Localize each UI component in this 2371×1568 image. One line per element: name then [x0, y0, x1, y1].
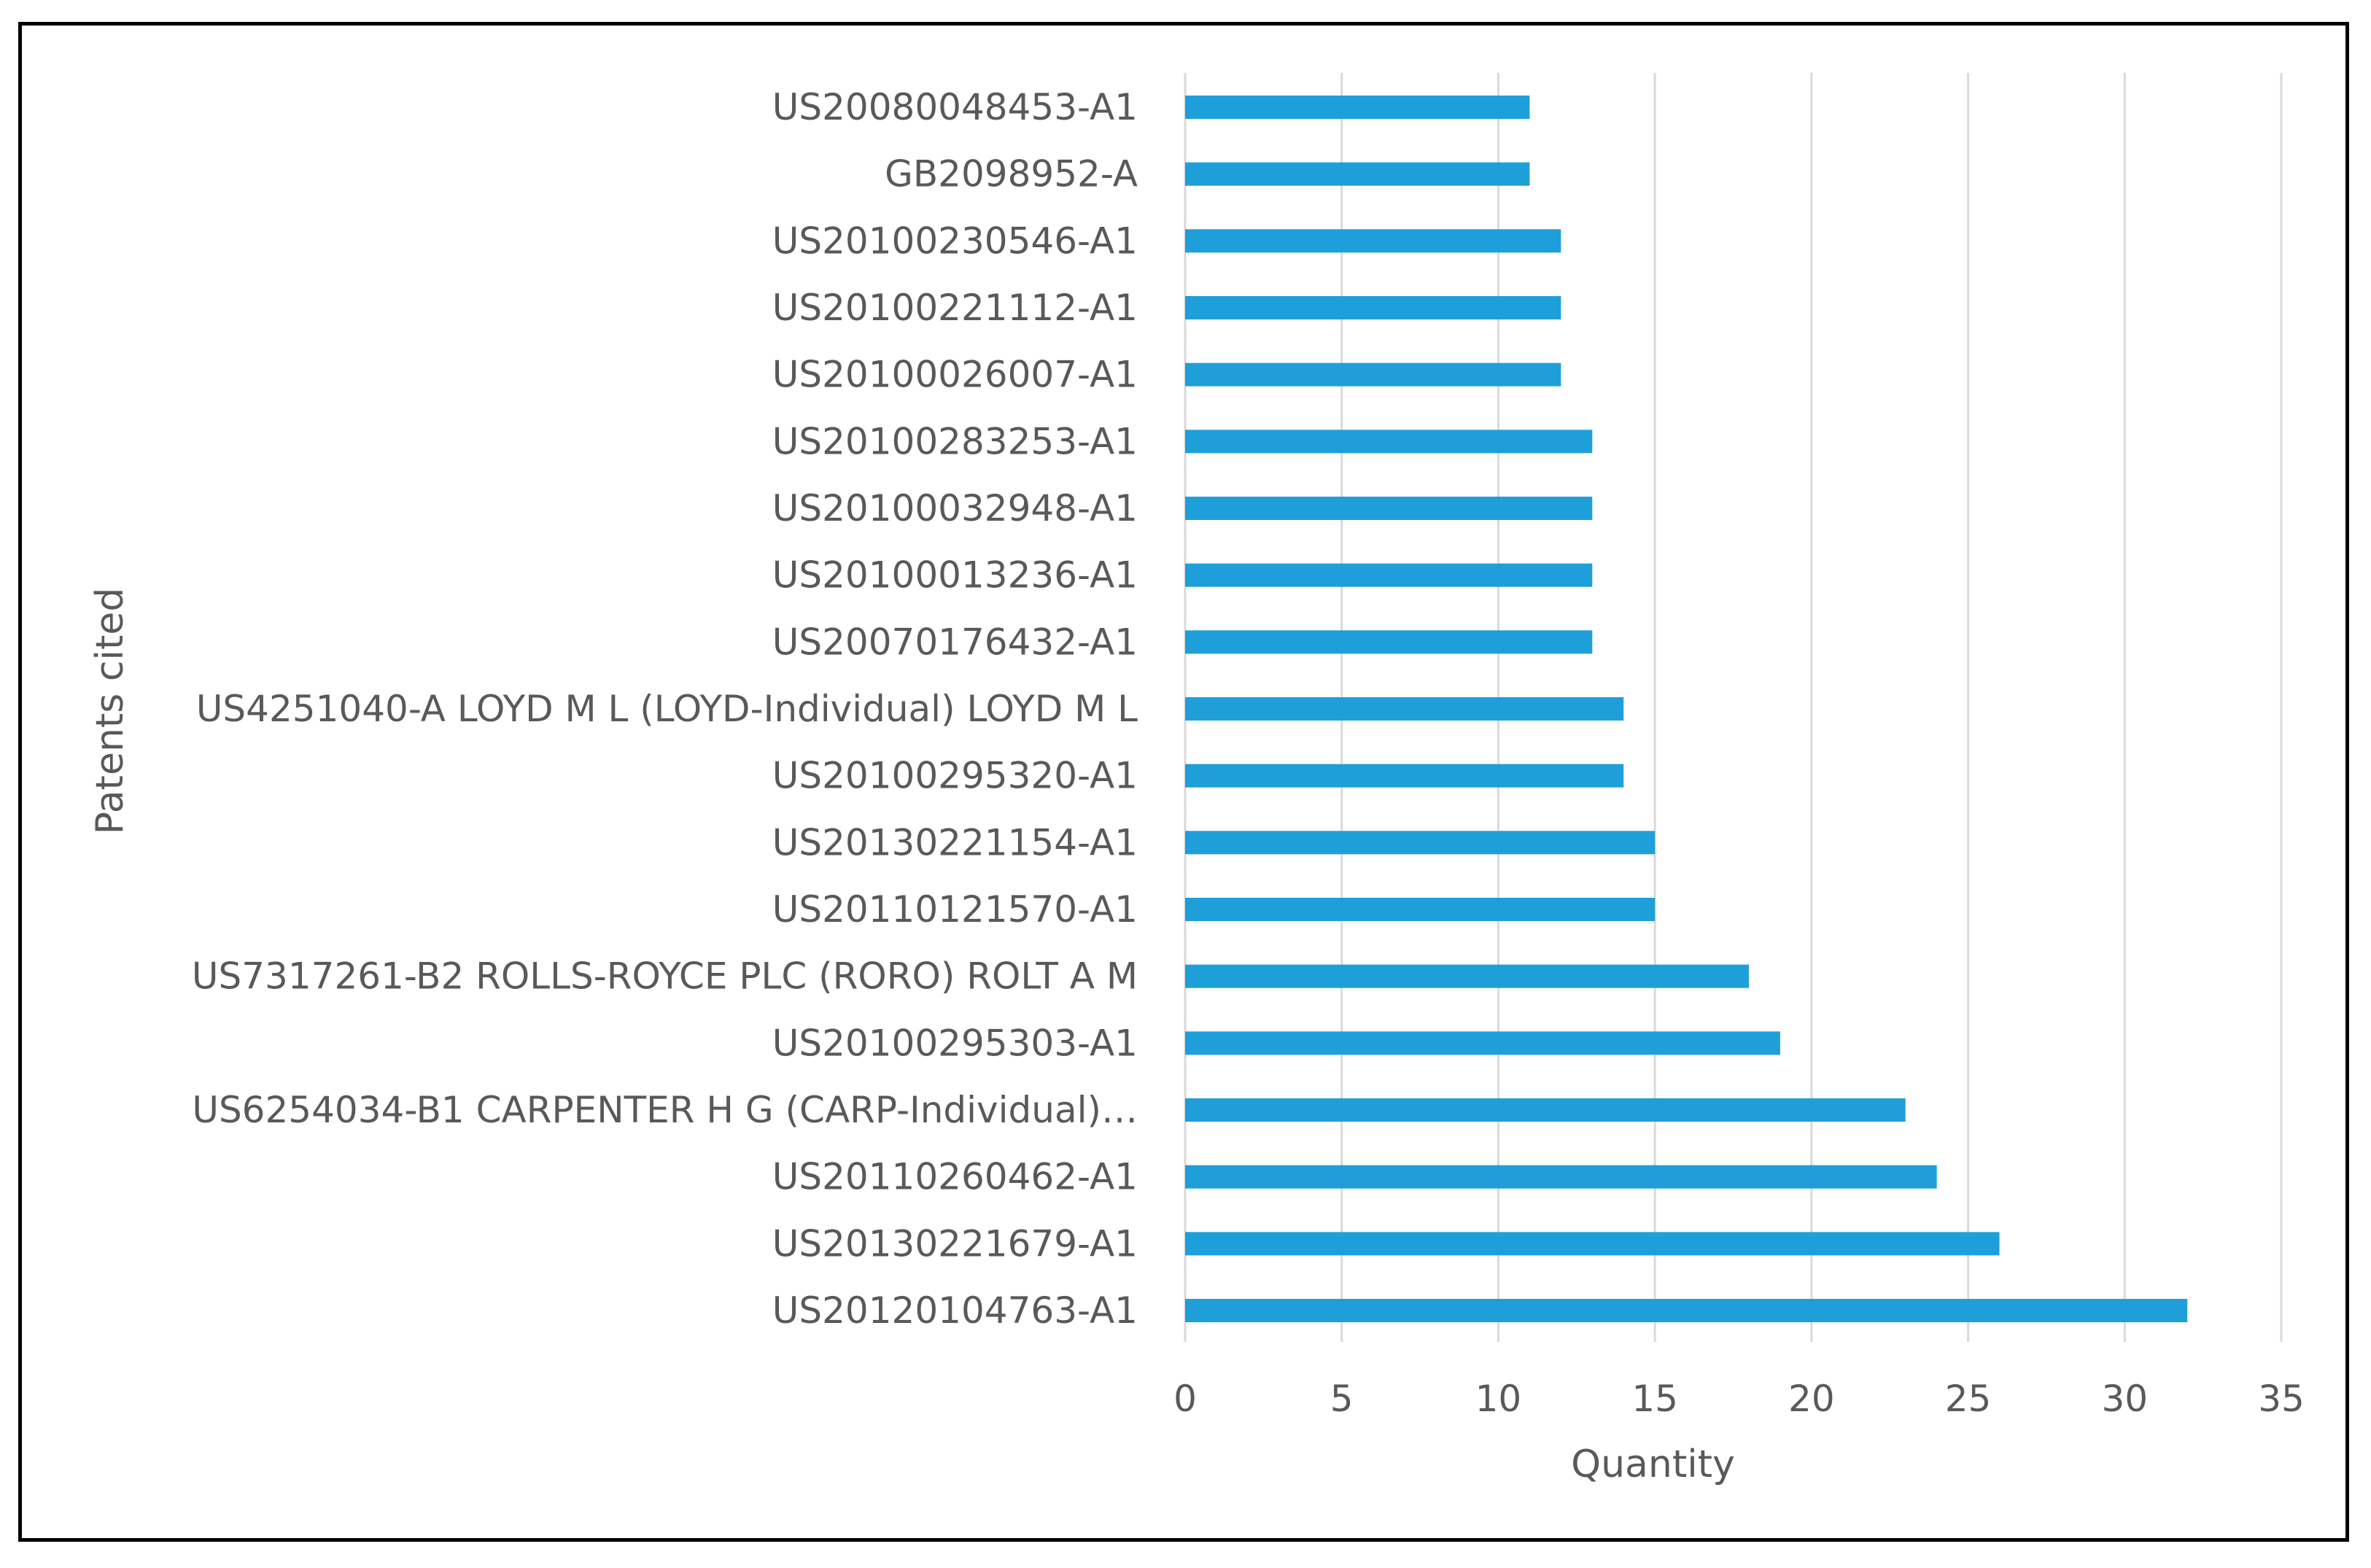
category-label: US20110260462-A1 [772, 1156, 1138, 1198]
category-label: US20130221679-A1 [772, 1222, 1138, 1265]
bar [1185, 430, 1593, 454]
bar [1185, 563, 1593, 587]
bar [1185, 162, 1530, 186]
category-label: US20130221154-A1 [772, 821, 1138, 863]
category-label: US4251040-A LOYD M L (LOYD-Individual) L… [196, 688, 1138, 730]
bar [1185, 1031, 1780, 1055]
x-tick-label: 15 [1631, 1378, 1678, 1420]
x-tick-label: 0 [1173, 1378, 1197, 1420]
bar [1185, 229, 1561, 253]
x-tick-label: 10 [1475, 1378, 1522, 1420]
category-label: US20110121570-A1 [772, 888, 1138, 931]
bar [1185, 96, 1530, 119]
bar [1185, 898, 1656, 921]
category-label: GB2098952-A [885, 153, 1138, 195]
x-tick-label: 5 [1330, 1378, 1354, 1420]
bar [1185, 1165, 1937, 1189]
bar [1185, 497, 1593, 520]
category-label: US20100026007-A1 [772, 354, 1138, 396]
bar [1185, 1098, 1906, 1122]
gridlines [1184, 73, 2283, 1342]
bar [1185, 362, 1561, 387]
y-axis-title: Patents cited [88, 588, 132, 835]
chart-frame [18, 22, 2349, 1542]
x-tick-label: 25 [1945, 1378, 1992, 1420]
category-label: US20100230546-A1 [772, 220, 1138, 262]
x-tick-label: 20 [1788, 1378, 1835, 1420]
category-label: US20100283253-A1 [772, 420, 1138, 462]
category-label: US20100295320-A1 [772, 755, 1138, 797]
category-label: US6254034-B1 CARPENTER H G (CARP-Individ… [192, 1089, 1138, 1131]
category-labels: US20080048453-A1 GB2098952-A US20100230546… [192, 86, 1138, 1332]
bar [1185, 831, 1656, 855]
category-label: US20100295303-A1 [772, 1022, 1138, 1064]
category-label: US20080048453-A1 [772, 86, 1138, 128]
category-label: US20100221112-A1 [772, 287, 1138, 329]
category-label: US7317261-B2 ROLLS-ROYCE PLC (RORO) ROLT… [192, 955, 1138, 998]
category-label: US20100013236-A1 [772, 554, 1138, 597]
bar [1185, 764, 1624, 788]
bar [1185, 630, 1593, 654]
bars [1185, 96, 2188, 1322]
bar [1185, 1299, 2188, 1322]
bar [1185, 1232, 2000, 1256]
x-axis-title: Quantity [1571, 1443, 1735, 1486]
bar [1185, 296, 1561, 319]
category-label: US20100032948-A1 [772, 487, 1138, 529]
x-tick-label: 35 [2258, 1378, 2305, 1420]
bar [1185, 964, 1749, 988]
x-tick-labels: 0 5 10 15 20 25 30 35 [1173, 1378, 2305, 1420]
x-tick-label: 30 [2101, 1378, 2148, 1420]
category-label: US20070176432-A1 [772, 621, 1138, 663]
bar [1185, 697, 1624, 721]
category-label: US20120104763-A1 [772, 1289, 1138, 1332]
